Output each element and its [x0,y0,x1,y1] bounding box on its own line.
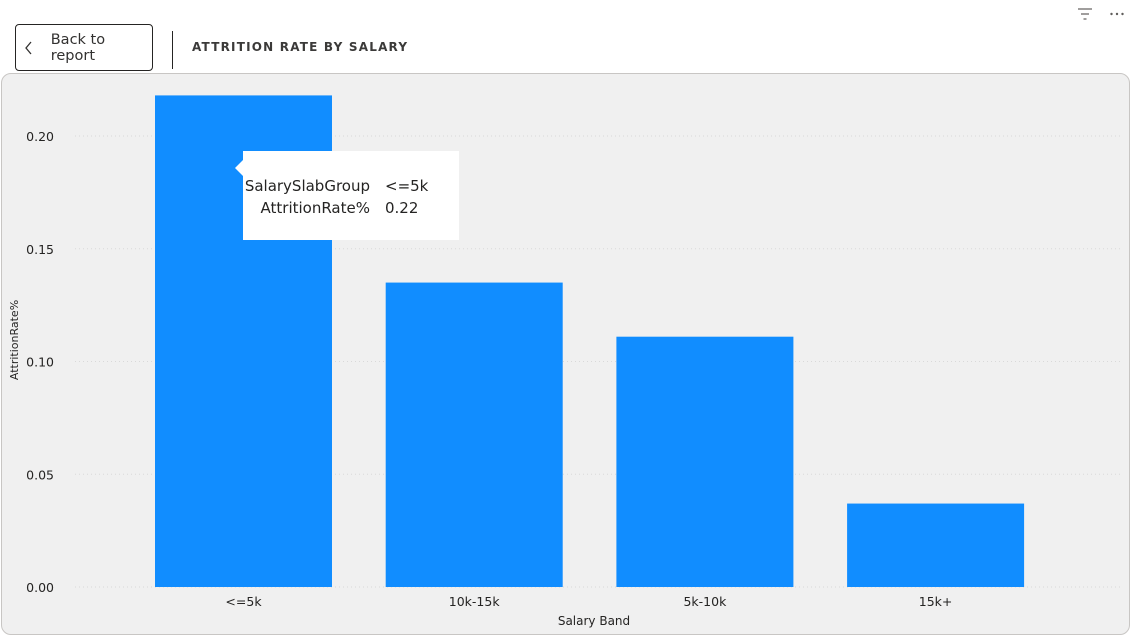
y-tick-label: 0.00 [26,580,54,595]
tooltip-value: 0.22 [385,199,419,217]
tooltip-row: SalarySlabGroup <=5k [243,175,459,197]
bar [385,282,563,587]
y-tick-label: 0.15 [26,242,54,257]
visual-header-icons [1075,4,1127,24]
x-tick-label: 10k-15k [449,594,501,609]
tooltip-row: AttritionRate% 0.22 [243,197,459,219]
bar [847,503,1025,587]
filter-icon[interactable] [1075,4,1095,24]
y-tick-label: 0.05 [26,467,54,482]
visual-title: ATTRITION RATE BY SALARY [192,40,409,54]
tooltip-key: AttritionRate% [260,199,370,217]
x-tick-label: 5k-10k [683,594,727,609]
chart-tooltip: SalarySlabGroup <=5k AttritionRate% 0.22 [235,151,459,240]
tooltip-value: <=5k [385,177,429,195]
back-button-label: Back to report [50,31,106,64]
y-tick-label: 0.20 [26,129,54,144]
tooltip-key: SalarySlabGroup [244,177,370,195]
y-tick-label: 0.10 [26,355,54,370]
x-axis-label: Salary Band [558,614,630,628]
y-axis-label: AttritionRate% [8,300,21,380]
back-chevron-icon [22,41,36,55]
x-tick-label: 15k+ [919,594,953,609]
bar [616,336,794,587]
more-options-icon[interactable] [1107,4,1127,24]
x-tick-label: <=5k [225,594,262,609]
back-to-report-button[interactable]: Back to report [15,24,153,71]
header-divider [172,31,173,69]
